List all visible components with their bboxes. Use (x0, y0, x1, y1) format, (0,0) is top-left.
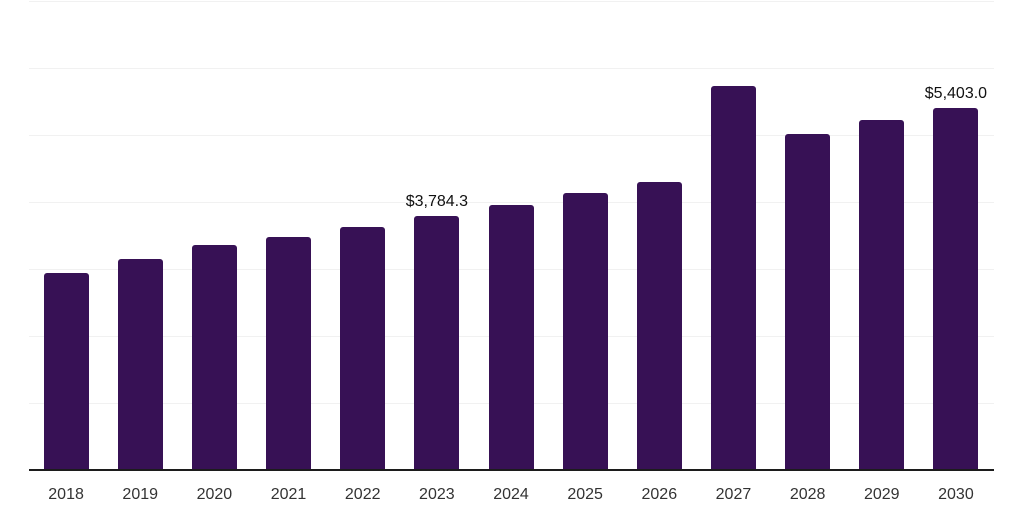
x-tick-2030: 2030 (938, 486, 974, 503)
gridline (29, 1, 994, 2)
data-label-2030: $5,403.0 (924, 84, 988, 102)
bar-2028 (785, 133, 831, 470)
x-tick-2027: 2027 (715, 486, 752, 503)
bar-2018 (43, 273, 89, 470)
x-tick-2019: 2019 (122, 486, 159, 503)
bar-2025 (562, 192, 608, 470)
gridline (29, 68, 994, 69)
x-tick-2028: 2028 (789, 486, 826, 503)
x-tick-2025: 2025 (567, 486, 603, 503)
x-axis-line (29, 469, 994, 471)
x-tick-2026: 2026 (641, 486, 678, 503)
x-tick-2021: 2021 (270, 486, 307, 503)
bar-2024 (488, 205, 534, 470)
x-tick-2029: 2029 (863, 486, 900, 503)
data-label-2023: $3,784.3 (405, 193, 468, 211)
bar-2027 (710, 86, 756, 470)
x-tick-2024: 2024 (493, 486, 529, 503)
x-tick-2022: 2022 (344, 486, 381, 503)
bar-2026 (636, 181, 682, 470)
gridline (29, 135, 994, 136)
bar-2020 (191, 244, 237, 470)
bar-2021 (266, 236, 312, 470)
bar-2030 (933, 107, 979, 470)
x-tick-2020: 2020 (196, 486, 233, 503)
bar-2022 (340, 227, 386, 470)
x-tick-2023: 2023 (419, 486, 455, 503)
gridline (29, 202, 994, 203)
x-tick-2018: 2018 (48, 486, 84, 503)
bar-2019 (117, 258, 163, 470)
bar-2029 (859, 119, 905, 470)
bar-2023 (414, 216, 460, 470)
